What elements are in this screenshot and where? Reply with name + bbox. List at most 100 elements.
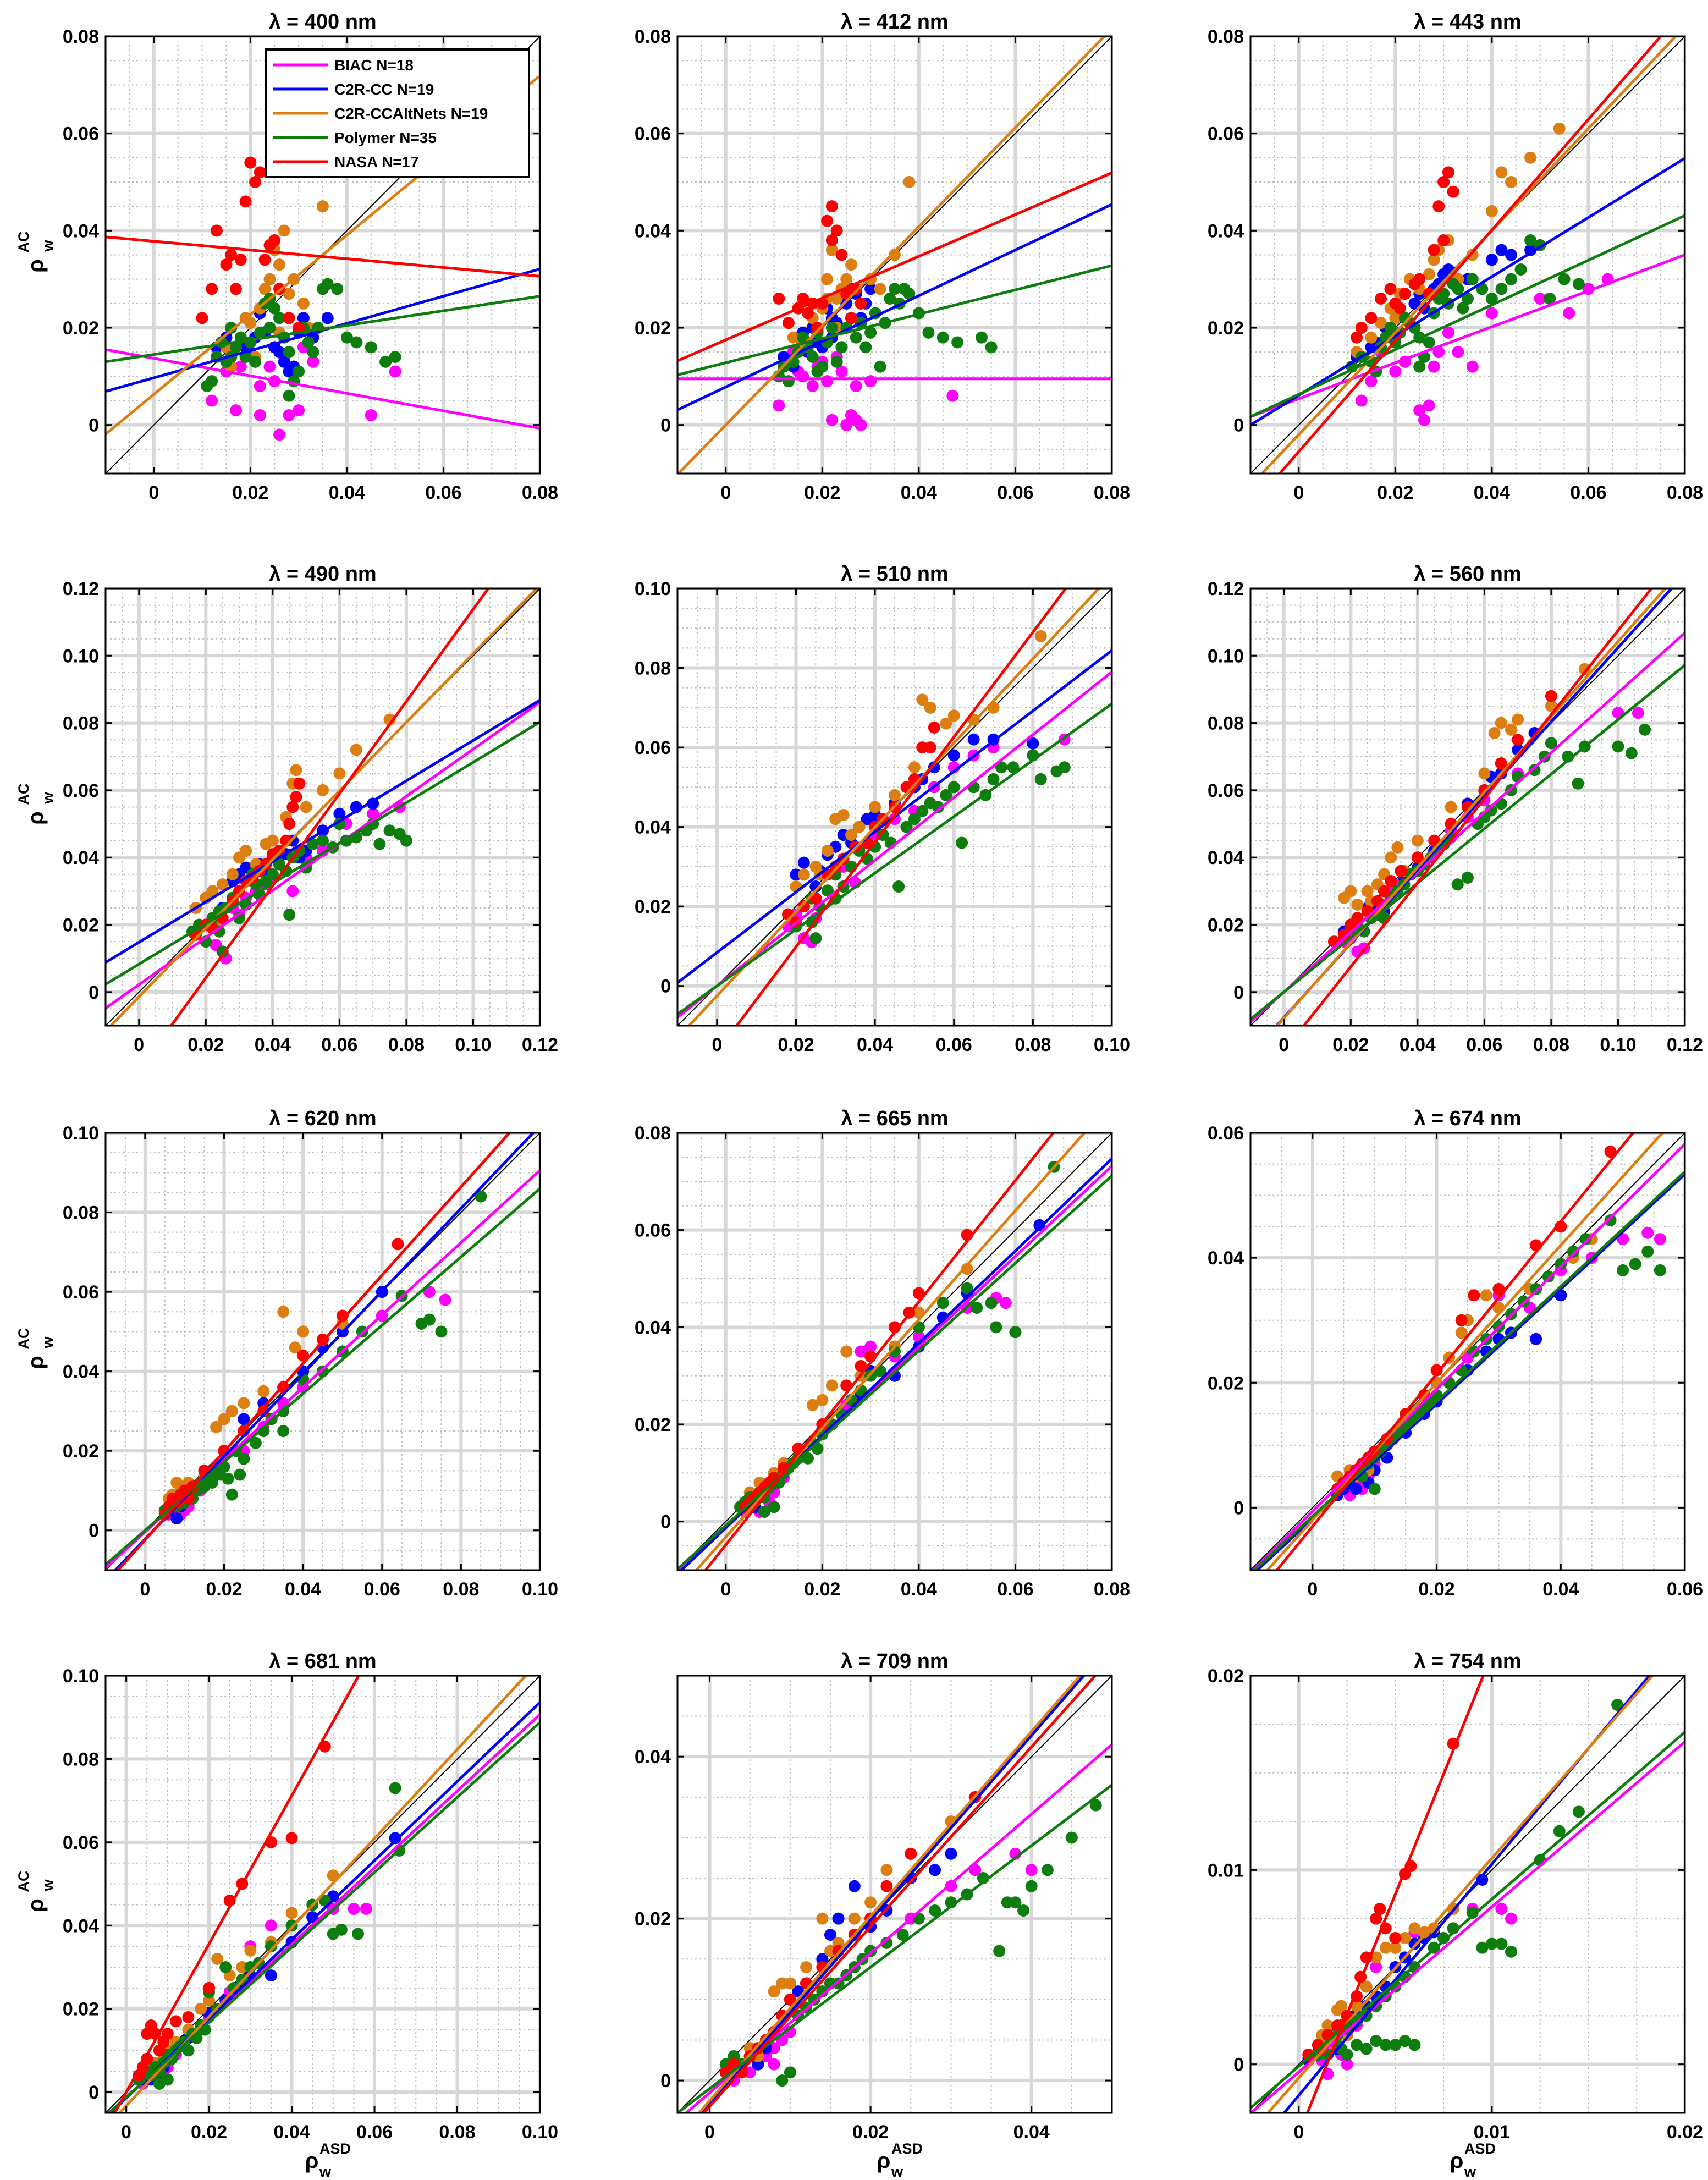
data-point: [1505, 176, 1517, 188]
fit-line: [1266, 1676, 1655, 2113]
data-point: [1485, 205, 1498, 217]
data-point: [1530, 1282, 1542, 1295]
y-tick-label: 0.02: [635, 896, 671, 917]
data-point: [929, 1864, 941, 1876]
data-point: [238, 1452, 250, 1465]
data-point: [806, 380, 819, 392]
data-point: [297, 312, 310, 324]
data-point: [365, 409, 377, 421]
y-tick-label: 0.06: [1208, 124, 1244, 145]
x-tick-label: 0: [1279, 1034, 1289, 1055]
data-point: [1389, 1932, 1402, 1944]
data-layer: [106, 588, 540, 1026]
data-point: [1428, 254, 1440, 266]
y-axis-label: ρw AC: [15, 784, 56, 825]
data-point: [784, 1993, 796, 2006]
y-tick-label: 0: [1233, 2055, 1244, 2076]
data-point: [206, 394, 218, 407]
data-point: [1480, 1289, 1492, 1302]
y-tick-label: 0.04: [63, 1362, 99, 1383]
y-axis-symbol: ρ: [24, 1356, 48, 1369]
grid: [1250, 588, 1685, 1026]
x-tick-label: 0.08: [1533, 1034, 1569, 1055]
data-point: [240, 845, 252, 857]
data-point: [896, 1929, 909, 1941]
data-point: [864, 1340, 877, 1353]
x-tick-label: 0.10: [522, 2122, 558, 2143]
panel-12: 0 0.01 0.02 0 0.01 0.02 λ = 754 nm ρ w ASD: [1208, 1650, 1703, 2180]
data-point: [257, 1385, 270, 1397]
data-point: [161, 2028, 174, 2040]
data-point: [226, 868, 239, 880]
fit-line: [107, 1721, 540, 2113]
data-point: [1639, 723, 1651, 736]
data-point: [317, 834, 329, 847]
data-point: [1512, 734, 1524, 746]
x-tick-label: 0: [134, 1034, 144, 1055]
legend-label: Polymer N=35: [334, 129, 437, 146]
data-point: [1462, 871, 1474, 884]
data-point: [1351, 331, 1363, 344]
x-tick-label: 0.10: [455, 1034, 491, 1055]
data-point: [283, 389, 295, 402]
x-tick-label: 0.06: [1466, 1034, 1502, 1055]
data-point: [1466, 1907, 1479, 1919]
data-point: [889, 789, 901, 801]
data-point: [1432, 200, 1445, 213]
y-axis-superscript: AC: [15, 784, 32, 805]
y-tick-label: 0.04: [1208, 1248, 1244, 1269]
x-tick-label: 0.04: [901, 482, 937, 503]
data-point: [1604, 1214, 1617, 1226]
data-point: [1505, 1945, 1517, 1958]
x-tick-label: 0: [720, 1579, 731, 1600]
data-point: [1027, 737, 1039, 750]
x-tick-label: 0.02: [778, 1034, 814, 1055]
data-point: [825, 244, 838, 256]
data-point: [216, 878, 229, 891]
data-point: [273, 312, 285, 324]
data-point: [848, 1912, 861, 1925]
y-tick-label: 0.06: [635, 124, 671, 145]
y-tick-label: 0.06: [635, 737, 671, 758]
data-point: [1341, 2058, 1353, 2071]
data-point: [853, 821, 866, 833]
data-point: [1408, 1922, 1421, 1935]
panel-11: 0 0.02 0.04 0 0.02 0.04 λ = 709 nm ρ w ASD: [635, 1650, 1113, 2180]
data-point: [340, 331, 353, 344]
data-point: [947, 709, 960, 722]
data-point: [859, 341, 872, 354]
panel-9: 0 0.02 0.04 0.06 0 0.02 0.04 0.06 λ = 674 nm: [1208, 1107, 1703, 1600]
x-tick-label: 0.04: [329, 482, 365, 503]
x-tick-label: 0.02: [804, 482, 840, 503]
data-point: [170, 1512, 183, 1525]
data-point: [360, 1903, 372, 1915]
data-point: [1524, 151, 1537, 164]
data-point: [848, 1880, 861, 1892]
y-tick-label: 0.04: [635, 221, 671, 241]
data-point: [1365, 312, 1378, 324]
x-tick-label: 0: [140, 1579, 150, 1600]
data-point: [306, 838, 319, 850]
data-point: [1413, 360, 1426, 373]
y-tick-label: 0.04: [635, 817, 671, 838]
fit-line: [106, 720, 540, 986]
data-point: [976, 331, 988, 344]
data-point: [239, 195, 252, 208]
data-point: [225, 249, 238, 261]
panel-7: 0 0.02 0.04 0.06 0.08 0.10 0 0.02 0.04 0.06 0.08 0.…: [15, 1107, 558, 1600]
data-point: [825, 322, 838, 334]
data-point: [947, 749, 960, 762]
y-tick-label: 0: [1233, 982, 1244, 1003]
panel-title: λ = 560 nm: [1414, 563, 1521, 586]
data-point: [1617, 1264, 1629, 1276]
data-point: [1485, 254, 1498, 266]
data-point: [825, 234, 838, 246]
panel-title: λ = 681 nm: [269, 1650, 376, 1673]
data-point: [797, 868, 810, 881]
data-point: [389, 365, 401, 378]
data-point: [307, 355, 319, 368]
data-point: [392, 1238, 404, 1251]
data-point: [290, 791, 302, 803]
data-point: [916, 693, 929, 706]
